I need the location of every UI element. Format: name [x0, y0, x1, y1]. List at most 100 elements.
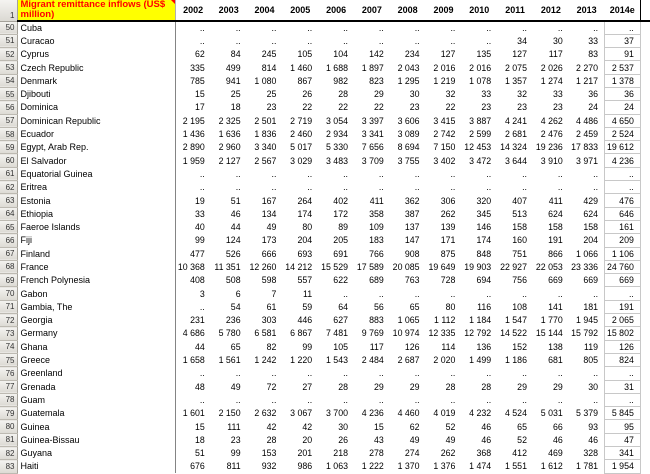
value-cell[interactable]: 2 537: [604, 60, 641, 75]
value-cell[interactable]: 2 599: [469, 129, 492, 140]
value-cell[interactable]: 1 217: [576, 75, 599, 86]
value-cell[interactable]: 1 378: [604, 74, 641, 88]
value-cell[interactable]: 139: [440, 222, 456, 233]
row-number[interactable]: 63: [0, 193, 18, 208]
value-cell[interactable]: 7 481: [325, 328, 348, 339]
value-cell[interactable]: 22: [373, 102, 384, 113]
row-number[interactable]: 71: [0, 299, 18, 315]
value-cell[interactable]: 34: [517, 35, 527, 46]
value-cell[interactable]: 23: [552, 102, 563, 113]
value-cell[interactable]: ..: [378, 35, 384, 46]
value-cell[interactable]: 1 959: [182, 155, 205, 166]
value-cell[interactable]: 25: [266, 89, 277, 100]
value-cell[interactable]: ..: [271, 394, 277, 405]
value-cell[interactable]: 49: [445, 434, 456, 445]
value-cell[interactable]: 2 742: [433, 129, 456, 140]
value-cell[interactable]: 99: [195, 235, 205, 246]
country-cell[interactable]: Ghana: [17, 340, 176, 354]
value-cell[interactable]: 31: [604, 380, 641, 394]
value-cell[interactable]: 3 483: [325, 155, 348, 166]
value-cell[interactable]: 49: [409, 434, 420, 445]
value-cell[interactable]: 4 460: [397, 408, 420, 419]
value-cell[interactable]: 173: [261, 235, 277, 246]
value-cell[interactable]: ..: [378, 23, 384, 34]
row-number[interactable]: 83: [0, 459, 18, 474]
value-cell[interactable]: 477: [190, 248, 205, 259]
value-cell[interactable]: ..: [557, 368, 563, 379]
value-cell[interactable]: 22 053: [535, 261, 563, 272]
value-cell[interactable]: 694: [476, 275, 492, 286]
value-cell[interactable]: 46: [230, 208, 241, 219]
value-cell[interactable]: ..: [199, 168, 205, 179]
value-cell[interactable]: 387: [404, 208, 420, 219]
value-cell[interactable]: 28: [266, 434, 277, 445]
value-cell[interactable]: 5 379: [576, 408, 599, 419]
value-cell[interactable]: 15: [195, 421, 205, 432]
value-cell[interactable]: ..: [557, 394, 563, 405]
value-cell[interactable]: 46: [481, 434, 492, 445]
value-cell[interactable]: 335: [190, 62, 205, 73]
value-cell[interactable]: 823: [369, 75, 384, 86]
value-cell[interactable]: 278: [369, 448, 384, 459]
value-cell[interactable]: 1 274: [540, 75, 563, 86]
title-cell[interactable]: Migrant remittance inflows (US$ million): [17, 0, 176, 22]
value-cell[interactable]: 15: [373, 421, 384, 432]
value-cell[interactable]: 56: [373, 301, 384, 312]
row-number[interactable]: 61: [0, 166, 18, 182]
value-cell[interactable]: 22 927: [500, 261, 527, 272]
value-cell[interactable]: 693: [297, 248, 313, 259]
value-cell[interactable]: ..: [486, 288, 492, 299]
value-cell[interactable]: 105: [333, 341, 348, 352]
value-cell[interactable]: 320: [476, 195, 492, 206]
value-cell[interactable]: 14 522: [500, 328, 527, 339]
value-cell[interactable]: 1 436: [182, 129, 205, 140]
value-cell[interactable]: 476: [604, 193, 641, 208]
value-cell[interactable]: 29: [373, 381, 384, 392]
value-cell[interactable]: 11 351: [214, 261, 241, 272]
value-cell[interactable]: ..: [343, 394, 348, 405]
value-cell[interactable]: 4 232: [469, 408, 492, 419]
value-cell[interactable]: ..: [522, 182, 527, 193]
value-cell[interactable]: 137: [404, 222, 420, 233]
value-cell[interactable]: ..: [378, 288, 384, 299]
value-cell[interactable]: 3: [199, 288, 205, 299]
value-cell[interactable]: 30: [588, 381, 599, 392]
value-cell[interactable]: 24: [588, 102, 599, 113]
value-cell[interactable]: 756: [512, 275, 527, 286]
value-cell[interactable]: 158: [512, 222, 527, 233]
value-cell[interactable]: 3 700: [325, 408, 348, 419]
value-cell[interactable]: 2 016: [433, 62, 456, 73]
value-cell[interactable]: ..: [450, 168, 456, 179]
value-cell[interactable]: ..: [450, 23, 456, 34]
value-cell[interactable]: 303: [261, 315, 277, 326]
value-cell[interactable]: 1 547: [504, 315, 527, 326]
value-cell[interactable]: 4 019: [433, 408, 456, 419]
value-cell[interactable]: 83: [588, 49, 599, 60]
value-cell[interactable]: 1 612: [540, 461, 563, 472]
value-cell[interactable]: 124: [225, 235, 241, 246]
value-cell[interactable]: ..: [343, 35, 348, 46]
value-cell[interactable]: ..: [604, 286, 641, 301]
country-cell[interactable]: Egypt, Arab Rep.: [17, 140, 176, 154]
value-cell[interactable]: 2 501: [254, 115, 277, 126]
value-cell[interactable]: 191: [548, 235, 563, 246]
value-cell[interactable]: ..: [199, 35, 205, 46]
value-cell[interactable]: 36: [604, 87, 641, 102]
value-cell[interactable]: ..: [557, 288, 563, 299]
value-cell[interactable]: 1 112: [434, 315, 456, 326]
value-cell[interactable]: ..: [486, 35, 492, 46]
value-cell[interactable]: 824: [604, 353, 641, 368]
value-cell[interactable]: 19 649: [428, 261, 456, 272]
value-cell[interactable]: 1 078: [469, 75, 492, 86]
value-cell[interactable]: 1 636: [218, 129, 241, 140]
value-cell[interactable]: 1 066: [576, 248, 599, 259]
value-cell[interactable]: ..: [414, 35, 420, 46]
value-cell[interactable]: 174: [476, 235, 492, 246]
value-cell[interactable]: 402: [333, 195, 348, 206]
country-cell[interactable]: Fiji: [17, 233, 176, 248]
value-cell[interactable]: ..: [450, 368, 456, 379]
value-cell[interactable]: 1 184: [469, 315, 492, 326]
value-cell[interactable]: 1 063: [325, 461, 348, 472]
value-cell[interactable]: 23: [230, 434, 241, 445]
country-cell[interactable]: Djibouti: [17, 87, 176, 101]
